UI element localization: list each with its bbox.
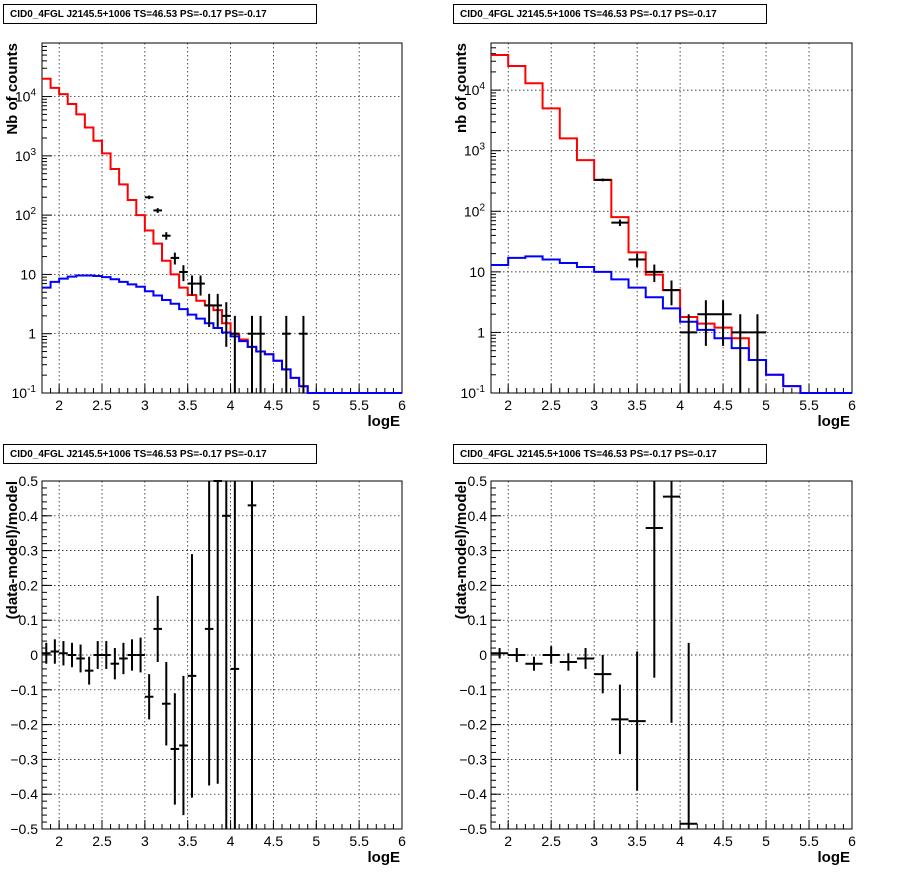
x-tick-label: 5.5 — [799, 833, 819, 849]
model-source-line — [42, 274, 402, 394]
x-tick-label: 2.5 — [92, 833, 112, 849]
x-tick-label: 3 — [141, 397, 149, 413]
plot-frame — [41, 42, 403, 394]
x-tick-label: 4.5 — [264, 833, 284, 849]
x-tick-label: 4.5 — [713, 833, 733, 849]
x-tick-label: 2.5 — [92, 397, 112, 413]
x-tick-label: 4.5 — [713, 397, 733, 413]
x-tick-label: 2.5 — [541, 397, 561, 413]
x-tick-label: 2 — [55, 397, 63, 413]
x-tick-label: 2 — [504, 397, 512, 413]
x-tick-label: 3 — [141, 833, 149, 849]
y-tick-label: −0.3 — [459, 751, 487, 767]
x-tick-label: 2.5 — [541, 833, 561, 849]
y-tick-label: −0.2 — [459, 717, 487, 733]
x-tick-label: 3.5 — [178, 397, 198, 413]
y-axis-label: (data-model)/model — [4, 481, 21, 619]
y-tick-label: 102 — [464, 202, 486, 219]
y-tick-label: −0.4 — [459, 786, 487, 802]
x-tick-label: 5.5 — [349, 397, 369, 413]
y-tick-label: 0.1 — [19, 612, 39, 628]
y-tick-label: 104 — [464, 81, 486, 98]
x-tick-label: 3 — [590, 833, 598, 849]
x-tick-label: 3.5 — [627, 833, 647, 849]
x-tick-label: 6 — [848, 397, 856, 413]
x-tick-label: 4 — [676, 833, 684, 849]
chart-panel-bottom-right: 2 2.5 3 3.5 4 4.5 5 5.5 6 −0.5 −0.4 −0.3 −0.2 −0.1 0 0.… — [453, 473, 856, 866]
y-tick-label: 10 — [20, 266, 36, 282]
chart-panel-top-left: 2 2.5 3 3.5 4 4.5 5 5.5 6 10-1 1 10 102 103 104 logE Nb … — [4, 42, 406, 430]
x-tick-label: 2 — [504, 833, 512, 849]
y-tick-label: 104 — [15, 88, 37, 105]
y-tick-label: −0.1 — [459, 682, 487, 698]
y-tick-label: 0.2 — [468, 577, 488, 593]
x-tick-label: 5.5 — [799, 397, 819, 413]
y-tick-label: 0.5 — [468, 473, 488, 489]
y-tick-label: 10-1 — [12, 384, 37, 401]
x-axis-label: logE — [818, 849, 851, 866]
x-tick-label: 3 — [590, 397, 598, 413]
chart-panel-top-right: 2 2.5 3 3.5 4 4.5 5 5.5 6 10-1 1 10 102 103 104 logE nb … — [453, 42, 856, 430]
x-axis-label: logE — [368, 413, 401, 430]
y-tick-label: 10 — [469, 264, 485, 280]
y-tick-label: 0.1 — [468, 612, 488, 628]
y-tick-label: 0.3 — [468, 543, 488, 559]
panel-title-bottom-left: CID0_4FGL J2145.5+1006 TS=46.53 PS=-0.17… — [3, 444, 317, 464]
x-tick-label: 6 — [398, 397, 406, 413]
y-tick-label: −0.2 — [10, 717, 38, 733]
panel-title-bottom-right: CID0_4FGL J2145.5+1006 TS=46.53 PS=-0.17… — [453, 444, 767, 464]
y-tick-label: 0.5 — [19, 473, 39, 489]
x-axis-label: logE — [818, 413, 851, 430]
y-axis-label: nb of counts — [453, 43, 470, 133]
y-tick-label: 1 — [28, 326, 36, 342]
y-tick-label: −0.1 — [10, 682, 38, 698]
y-tick-label: 10-1 — [461, 384, 486, 401]
x-tick-label: 5 — [312, 833, 320, 849]
x-tick-label: 3.5 — [627, 397, 647, 413]
y-tick-label: 1 — [477, 324, 485, 340]
y-tick-label: −0.5 — [459, 821, 487, 837]
model-source-line — [491, 255, 852, 394]
y-tick-label: 0 — [479, 647, 487, 663]
x-tick-label: 3.5 — [178, 833, 198, 849]
x-tick-label: 4 — [227, 833, 235, 849]
x-tick-label: 4.5 — [264, 397, 284, 413]
x-tick-label: 5 — [312, 397, 320, 413]
y-tick-label: −0.5 — [10, 821, 38, 837]
y-axis-label: (data-model)/model — [453, 481, 470, 619]
x-tick-label: 5.5 — [349, 833, 369, 849]
panel-title-top-right: CID0_4FGL J2145.5+1006 TS=46.53 PS=-0.17… — [453, 4, 767, 24]
y-tick-label: 103 — [464, 142, 486, 159]
y-tick-label: 0.2 — [19, 577, 39, 593]
y-tick-label: 0 — [30, 647, 38, 663]
plot-frame — [490, 42, 853, 394]
y-axis-label: Nb of counts — [4, 43, 21, 135]
x-tick-label: 2 — [55, 833, 63, 849]
y-tick-label: 102 — [15, 206, 37, 223]
y-tick-label: 0.4 — [468, 508, 488, 524]
x-tick-label: 6 — [398, 833, 406, 849]
x-tick-label: 5 — [762, 397, 770, 413]
y-tick-label: 0.4 — [19, 508, 39, 524]
y-tick-label: 103 — [15, 147, 37, 164]
x-tick-label: 5 — [762, 833, 770, 849]
panel-title-top-left: CID0_4FGL J2145.5+1006 TS=46.53 PS=-0.17… — [3, 4, 317, 24]
x-tick-label: 4 — [227, 397, 235, 413]
x-axis-label: logE — [368, 849, 401, 866]
x-tick-label: 4 — [676, 397, 684, 413]
y-tick-label: −0.4 — [10, 786, 38, 802]
x-tick-label: 6 — [848, 833, 856, 849]
chart-panel-bottom-left: 2 2.5 3 3.5 4 4.5 5 5.5 6 −0.5 −0.4 −0.3 −0.2 −0.1 0 0.… — [4, 473, 406, 866]
y-tick-label: 0.3 — [19, 543, 39, 559]
y-tick-label: −0.3 — [10, 751, 38, 767]
